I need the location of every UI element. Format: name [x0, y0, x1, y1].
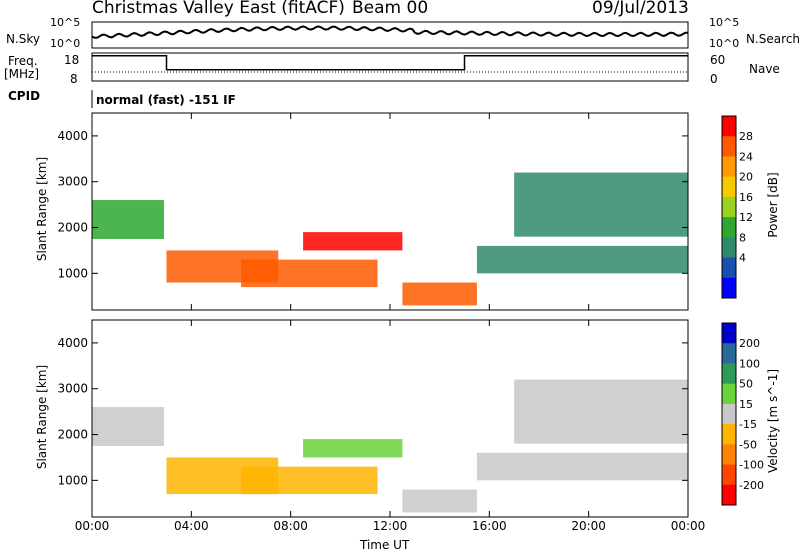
xtick-label: 12:00: [373, 519, 408, 533]
nsearch-tick-bottom: 10^0: [709, 37, 740, 50]
freq-tick-top: 18: [64, 53, 80, 67]
velocity-colorbar-segment: [722, 343, 736, 364]
power-colorbar-tick: 4: [739, 252, 746, 265]
nsky-tick-bottom: 10^0: [50, 37, 81, 50]
xtick-label: 04:00: [174, 519, 209, 533]
power-colorbar-segment: [722, 257, 736, 279]
power-ytick-label: 1000: [57, 266, 88, 280]
freq-label: Freq.: [8, 54, 38, 68]
velocity-colorbar-tick: 200: [739, 337, 760, 350]
nave-tick-bottom: 0: [710, 72, 718, 86]
velocity-ytick-label: 1000: [57, 473, 88, 487]
power-colorbar-tick: 28: [739, 130, 753, 143]
velocity-colorbar-tick: 100: [739, 357, 760, 370]
velocity-colorbar-segment: [722, 363, 736, 385]
velocity-colorbar-segment: [722, 323, 736, 344]
x-axis-label: Time UT: [360, 538, 410, 552]
cpid-text: normal (fast) -151 IF: [96, 93, 236, 107]
power-region-6: [514, 172, 688, 237]
power-colorbar-tick: 12: [739, 211, 753, 224]
nsearch-tick-top: 10^5: [709, 16, 740, 29]
power-colorbar-tick: 16: [739, 191, 753, 204]
velocity-colorbar-segment: [722, 484, 736, 506]
power-colorbar-segment: [722, 196, 736, 218]
xtick-label: 00:00: [671, 519, 706, 533]
velocity-colorbar-segment: [722, 424, 736, 445]
power-colorbar-segment: [722, 116, 736, 137]
freq-tick-bottom: 8: [70, 72, 78, 86]
velocity-colorbar-segment: [722, 403, 736, 425]
nsky-label: N.Sky: [6, 32, 41, 46]
power-ytick-label: 2000: [57, 221, 88, 235]
velocity-colorbar-tick: 15: [739, 398, 753, 411]
velocity-region-6: [514, 379, 688, 444]
power-colorbar-tick: 8: [739, 231, 746, 244]
velocity-region-5: [476, 452, 688, 481]
nave-label: Nave: [749, 62, 780, 76]
velocity-colorbar-tick: -100: [739, 459, 764, 472]
power-ytick-label: 4000: [57, 129, 88, 143]
xtick-label: 08:00: [273, 519, 308, 533]
velocity-colorbar-tick: 50: [739, 378, 753, 391]
power-region-4: [402, 282, 477, 306]
velocity-colorbar-tick: -15: [739, 418, 757, 431]
nsky-trace: [91, 25, 688, 39]
velocity-colorbar-frame: [721, 322, 737, 506]
freq-unit: [MHz]: [4, 67, 40, 81]
nsearch-label: N.Search: [746, 32, 800, 46]
power-colorbar-segment: [722, 136, 736, 157]
velocity-region-2: [241, 466, 378, 495]
power-colorbar-frame: [721, 115, 737, 299]
velocity-region-4: [402, 489, 477, 513]
nave-tick-top: 60: [710, 53, 726, 67]
xtick-label: 16:00: [472, 519, 507, 533]
velocity-region-0: [92, 407, 165, 446]
power-region-2: [241, 259, 378, 288]
freq-trace: [92, 55, 688, 71]
station-title: Christmas Valley East (fitACF): [92, 0, 345, 18]
power-region-0: [92, 200, 165, 239]
power-colorbar-tick: 20: [739, 171, 753, 184]
velocity-ytick-label: 2000: [57, 428, 88, 442]
power-ytick-label: 3000: [57, 175, 88, 189]
nsky-panel-frame: [91, 21, 689, 49]
velocity-colorbar-segment: [722, 464, 736, 486]
date-title: 09/Jul/2013: [592, 0, 689, 18]
xtick-label: 20:00: [571, 519, 606, 533]
power-region-3: [303, 232, 403, 251]
beam-title: Beam 00: [352, 0, 429, 18]
velocity-ytick-label: 3000: [57, 382, 88, 396]
velocity-colorbar-tick: -50: [739, 438, 757, 451]
power-colorbar-segment: [722, 277, 736, 299]
freq-panel-frame: [91, 52, 689, 82]
power-colorbar-segment: [722, 176, 736, 198]
power-colorbar-segment: [722, 217, 736, 238]
power-colorbar-segment: [722, 156, 736, 178]
xtick-label: 00:00: [75, 519, 110, 533]
power-colorbar-tick: 24: [739, 150, 753, 163]
velocity-colorbar-segment: [722, 383, 736, 405]
velocity-colorbar-segment: [722, 444, 736, 466]
power-region-5: [476, 245, 688, 274]
velocity-colorbar-tick: -200: [739, 479, 764, 492]
cpid-label: CPID: [8, 89, 41, 103]
power-colorbar-segment: [722, 237, 736, 259]
velocity-ytick-label: 4000: [57, 336, 88, 350]
velocity-region-3: [303, 439, 403, 458]
nsky-tick-top: 10^5: [50, 16, 81, 29]
